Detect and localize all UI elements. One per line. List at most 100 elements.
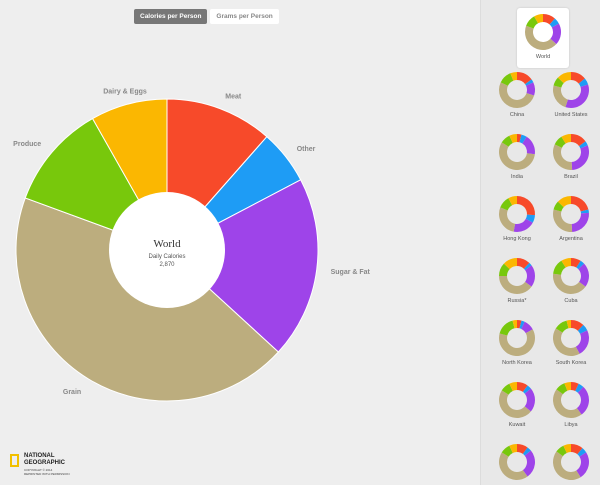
country-thumb-united-states[interactable]: United States: [545, 66, 597, 126]
world-donut-chart: Meat Other Sugar & Fat Grain Produce Dairy & …: [13, 88, 371, 402]
mini-slice-dairy-eggs: [561, 258, 571, 268]
mini-slice-sugar-fat: [522, 450, 535, 477]
country-thumb-south-korea[interactable]: South Korea: [545, 314, 597, 374]
mini-slice-produce: [526, 16, 539, 29]
mini-slice-sugar-fat: [565, 84, 590, 109]
mini-slice-meat: [571, 72, 585, 84]
country-label: United States: [554, 112, 588, 118]
mini-slice-sugar-fat: [571, 145, 590, 170]
mini-slice-produce: [501, 383, 513, 395]
country-thumb-india[interactable]: India: [491, 128, 543, 188]
mini-donut: [499, 71, 536, 108]
mini-slice-meat: [517, 444, 528, 454]
mini-donut: [553, 320, 589, 356]
mini-slice-meat: [517, 196, 535, 216]
country-label: Argentina: [559, 236, 583, 242]
mini-donut: [498, 196, 535, 232]
country-thumb-cuba[interactable]: Cuba: [545, 252, 597, 312]
country-thumb-north-korea[interactable]: North Korea: [491, 314, 543, 374]
country-thumb-unnamed-14[interactable]: [545, 438, 597, 485]
mini-slice-produce: [554, 136, 566, 148]
country-thumb-libya[interactable]: Libya: [545, 376, 597, 436]
mini-donut: [499, 444, 535, 480]
calories-per-person-button[interactable]: Calories per Person: [134, 9, 208, 24]
mini-slice-produce: [501, 135, 513, 147]
country-label: Russia*: [507, 298, 527, 304]
slice-label-meat: Meat: [225, 94, 242, 101]
mini-slice-grain: [524, 25, 557, 51]
country-thumb-world[interactable]: World: [517, 8, 569, 68]
mini-slice-grain: [498, 207, 516, 232]
mini-slice-sugar-fat: [578, 263, 589, 287]
mini-slice-produce: [553, 260, 566, 275]
mini-slice-sugar-fat: [513, 218, 533, 232]
mini-slice-grain: [553, 85, 568, 108]
mini-slice-grain: [552, 273, 586, 295]
mini-donut: [552, 258, 589, 295]
mini-slice-sugar-fat: [521, 321, 533, 334]
mini-slice-sugar-fat: [522, 136, 536, 155]
mini-slice-dairy-eggs: [509, 382, 517, 391]
country-thumb-kuwait[interactable]: Kuwait: [491, 376, 543, 436]
yellow-border-icon: [10, 454, 19, 467]
country-thumb-unnamed-13[interactable]: [491, 438, 543, 485]
mini-slice-grain: [553, 209, 573, 232]
mini-slice-produce: [501, 445, 513, 457]
country-thumb-hong-kong[interactable]: Hong Kong: [491, 190, 543, 250]
country-label: Brazil: [564, 174, 578, 180]
slice-sugar-fat[interactable]: [166, 179, 319, 353]
mini-slice-produce: [553, 201, 564, 212]
country-thumb-argentina[interactable]: Argentina: [545, 190, 597, 250]
mini-slice-dairy-eggs: [508, 196, 517, 206]
mini-slice-meat: [543, 14, 555, 25]
mini-slice-other: [576, 260, 585, 270]
mini-slice-dairy-eggs: [509, 444, 517, 453]
mini-slice-grain: [499, 142, 535, 170]
grams-per-person-button[interactable]: Grams per Person: [210, 9, 279, 24]
mini-slice-sugar-fat: [576, 452, 589, 478]
mini-slice-sugar-fat: [525, 265, 535, 287]
mini-slice-other: [578, 78, 589, 87]
mini-donut: [499, 134, 536, 170]
mini-slice-dairy-eggs: [503, 258, 517, 270]
mini-slice-dairy-eggs: [510, 71, 517, 81]
mini-slice-other: [525, 79, 534, 86]
slice-label-sugar-fat: Sugar & Fat: [331, 269, 371, 276]
mini-slice-dairy-eggs: [564, 382, 571, 391]
mini-slice-produce: [500, 198, 513, 211]
mini-slice-other: [580, 209, 589, 214]
main-panel: Calories per Person Grams per Person Mea…: [10, 9, 371, 476]
mini-slice-produce: [555, 320, 569, 333]
mini-slice-other: [549, 18, 559, 28]
center-subtitle: Daily Calories: [148, 254, 185, 260]
mini-slice-meat: [571, 444, 583, 455]
mini-slice-meat: [517, 382, 528, 392]
mini-slice-produce: [553, 77, 564, 88]
view-toggle: Calories per Person Grams per Person: [134, 9, 282, 24]
mini-slice-meat: [571, 134, 586, 147]
center-title: World: [153, 238, 181, 250]
mini-slice-produce: [556, 445, 567, 457]
mini-slice-dairy-eggs: [557, 72, 571, 84]
slice-label-other: Other: [297, 146, 316, 153]
country-label: Cuba: [564, 298, 578, 304]
donut-center: [109, 192, 225, 308]
mini-donut: [499, 382, 535, 418]
country-thumb-russia[interactable]: Russia*: [491, 252, 543, 312]
logo-copyright: COPYRIGHT © 2014: [24, 468, 53, 472]
mini-slice-sugar-fat: [576, 386, 589, 415]
mini-slice-meat: [517, 320, 522, 329]
mini-slice-grain: [553, 144, 573, 170]
mini-slice-other: [577, 324, 588, 334]
country-label: South Korea: [555, 360, 587, 366]
mini-slice-other: [519, 320, 525, 329]
slice-label-grain: Grain: [63, 389, 81, 396]
mini-slice-other: [519, 134, 527, 144]
country-label: India: [511, 174, 523, 180]
mini-slice-produce: [556, 383, 568, 395]
mini-slice-grain: [553, 451, 581, 480]
country-thumb-brazil[interactable]: Brazil: [545, 128, 597, 188]
country-sidebar[interactable]: World China United States India Brazil Hong K…: [480, 0, 600, 485]
country-thumb-china[interactable]: China: [491, 66, 543, 126]
mini-donut: [499, 258, 535, 294]
